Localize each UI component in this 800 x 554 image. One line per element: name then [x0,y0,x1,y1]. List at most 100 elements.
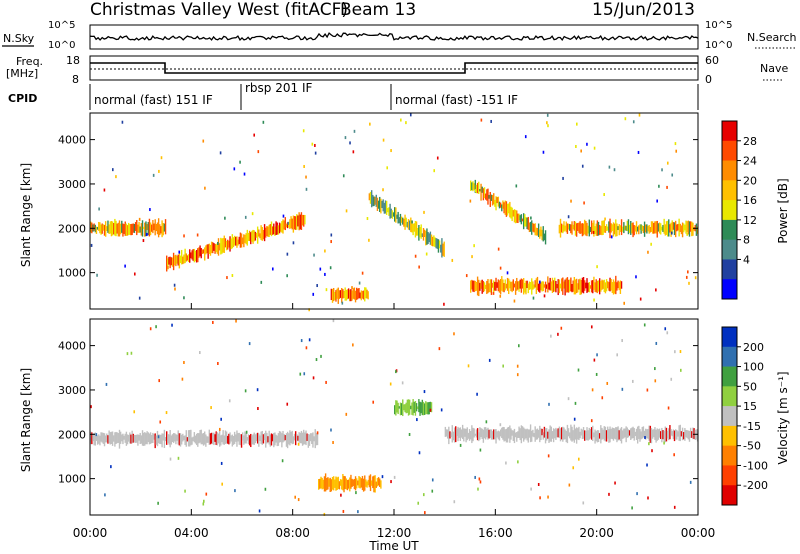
heatmap-cell [159,224,161,235]
heatmap-cell [255,433,258,442]
heatmap-cell [113,435,115,442]
heatmap-cell [281,459,284,463]
heatmap-cell [345,209,348,213]
heatmap-cell [412,399,414,416]
heatmap-cell [585,282,587,289]
heatmap-cell [493,193,495,205]
heatmap-cell [157,434,160,444]
heatmap-cell [681,222,684,238]
heatmap-cell [526,217,528,230]
heatmap-cell [532,281,534,290]
heatmap-cell [501,427,503,438]
heatmap-cell [398,406,401,409]
heatmap-cell [354,290,357,303]
heatmap-cell [469,199,472,203]
heatmap-cell [661,427,663,443]
heatmap-cell [379,478,381,487]
heatmap-cell [478,279,480,297]
heatmap-cell [302,129,305,133]
heatmap-cell [266,432,268,444]
heatmap-cell [145,221,147,237]
colorbar-swatch [722,259,737,280]
colorbar-tick-label: 50 [743,380,757,393]
heatmap-cell [554,429,556,439]
heatmap-cell [349,477,351,492]
heatmap-cell [171,323,173,327]
heatmap-cell [153,223,155,231]
colorbar-swatch [722,121,737,142]
heatmap-cell [627,429,630,438]
time-axis-label: Time UT [368,539,419,553]
heatmap-cell [90,405,92,409]
heatmap-cell [349,141,351,145]
heatmap-cell [367,291,369,300]
heatmap-cell [546,121,548,125]
heatmap-cell [486,428,488,438]
power-cbar-label: Power [dB] [776,178,790,243]
heatmap-cell [386,166,389,170]
heatmap-cell [316,431,319,435]
heatmap-cell [493,280,495,293]
heatmap-cell [596,430,599,443]
heatmap-cell [172,252,175,271]
heatmap-cell [222,238,224,253]
heatmap-cell [555,280,557,293]
heatmap-cell [542,226,544,242]
heatmap-cell [305,175,307,179]
heatmap-cell [615,275,617,295]
heatmap-cell [101,223,103,234]
heatmap-cell [93,223,95,231]
heatmap-cell [115,431,117,445]
heatmap-cell [525,217,527,227]
heatmap-cell [683,432,685,440]
heatmap-cell [466,427,468,441]
heatmap-cell [621,387,624,391]
heatmap-cell [559,218,562,238]
heatmap-cell [307,434,310,448]
heatmap-cell [594,226,596,234]
heatmap-cell [164,437,167,442]
heatmap-cell [530,487,532,491]
heatmap-cell [588,219,591,237]
heatmap-cell [232,435,235,445]
heatmap-cell [95,226,98,234]
heatmap-cell [647,496,649,500]
heatmap-cell [488,358,491,362]
heatmap-cell [404,214,406,230]
heatmap-cell [661,226,663,231]
heatmap-cell [187,430,190,447]
heatmap-cell [692,222,694,236]
heatmap-cell [688,281,690,285]
heatmap-cell [154,219,156,236]
heatmap-cell [622,226,624,232]
heatmap-cell [423,229,426,233]
heatmap-cell [638,113,641,117]
heatmap-cell [479,480,482,484]
heatmap-cell [429,408,432,412]
heatmap-cell [370,190,373,208]
heatmap-cell [261,226,263,241]
heatmap-cell [493,429,495,440]
heatmap-cell [505,201,508,217]
heatmap-cell [683,223,685,233]
heatmap-cell [202,249,205,254]
heatmap-cell [285,433,288,447]
heatmap-cell [577,457,580,461]
heatmap-cell [517,431,519,438]
heatmap-cell [366,289,368,299]
freq-tick-bottom: 8 [72,73,79,86]
heatmap-cell [547,276,549,293]
heatmap-cell [436,156,439,160]
heatmap-cell [308,308,310,312]
heatmap-cell [261,430,263,445]
colorbar-swatch [722,140,737,162]
heatmap-cell [619,280,622,294]
heatmap-cell [592,222,594,233]
heatmap-cell [148,433,151,445]
heatmap-cell [163,223,166,232]
heatmap-cell [245,233,247,245]
time-tick-label: 16:00 [478,526,513,540]
heatmap-cell [476,182,479,194]
heatmap-cell [227,239,229,250]
